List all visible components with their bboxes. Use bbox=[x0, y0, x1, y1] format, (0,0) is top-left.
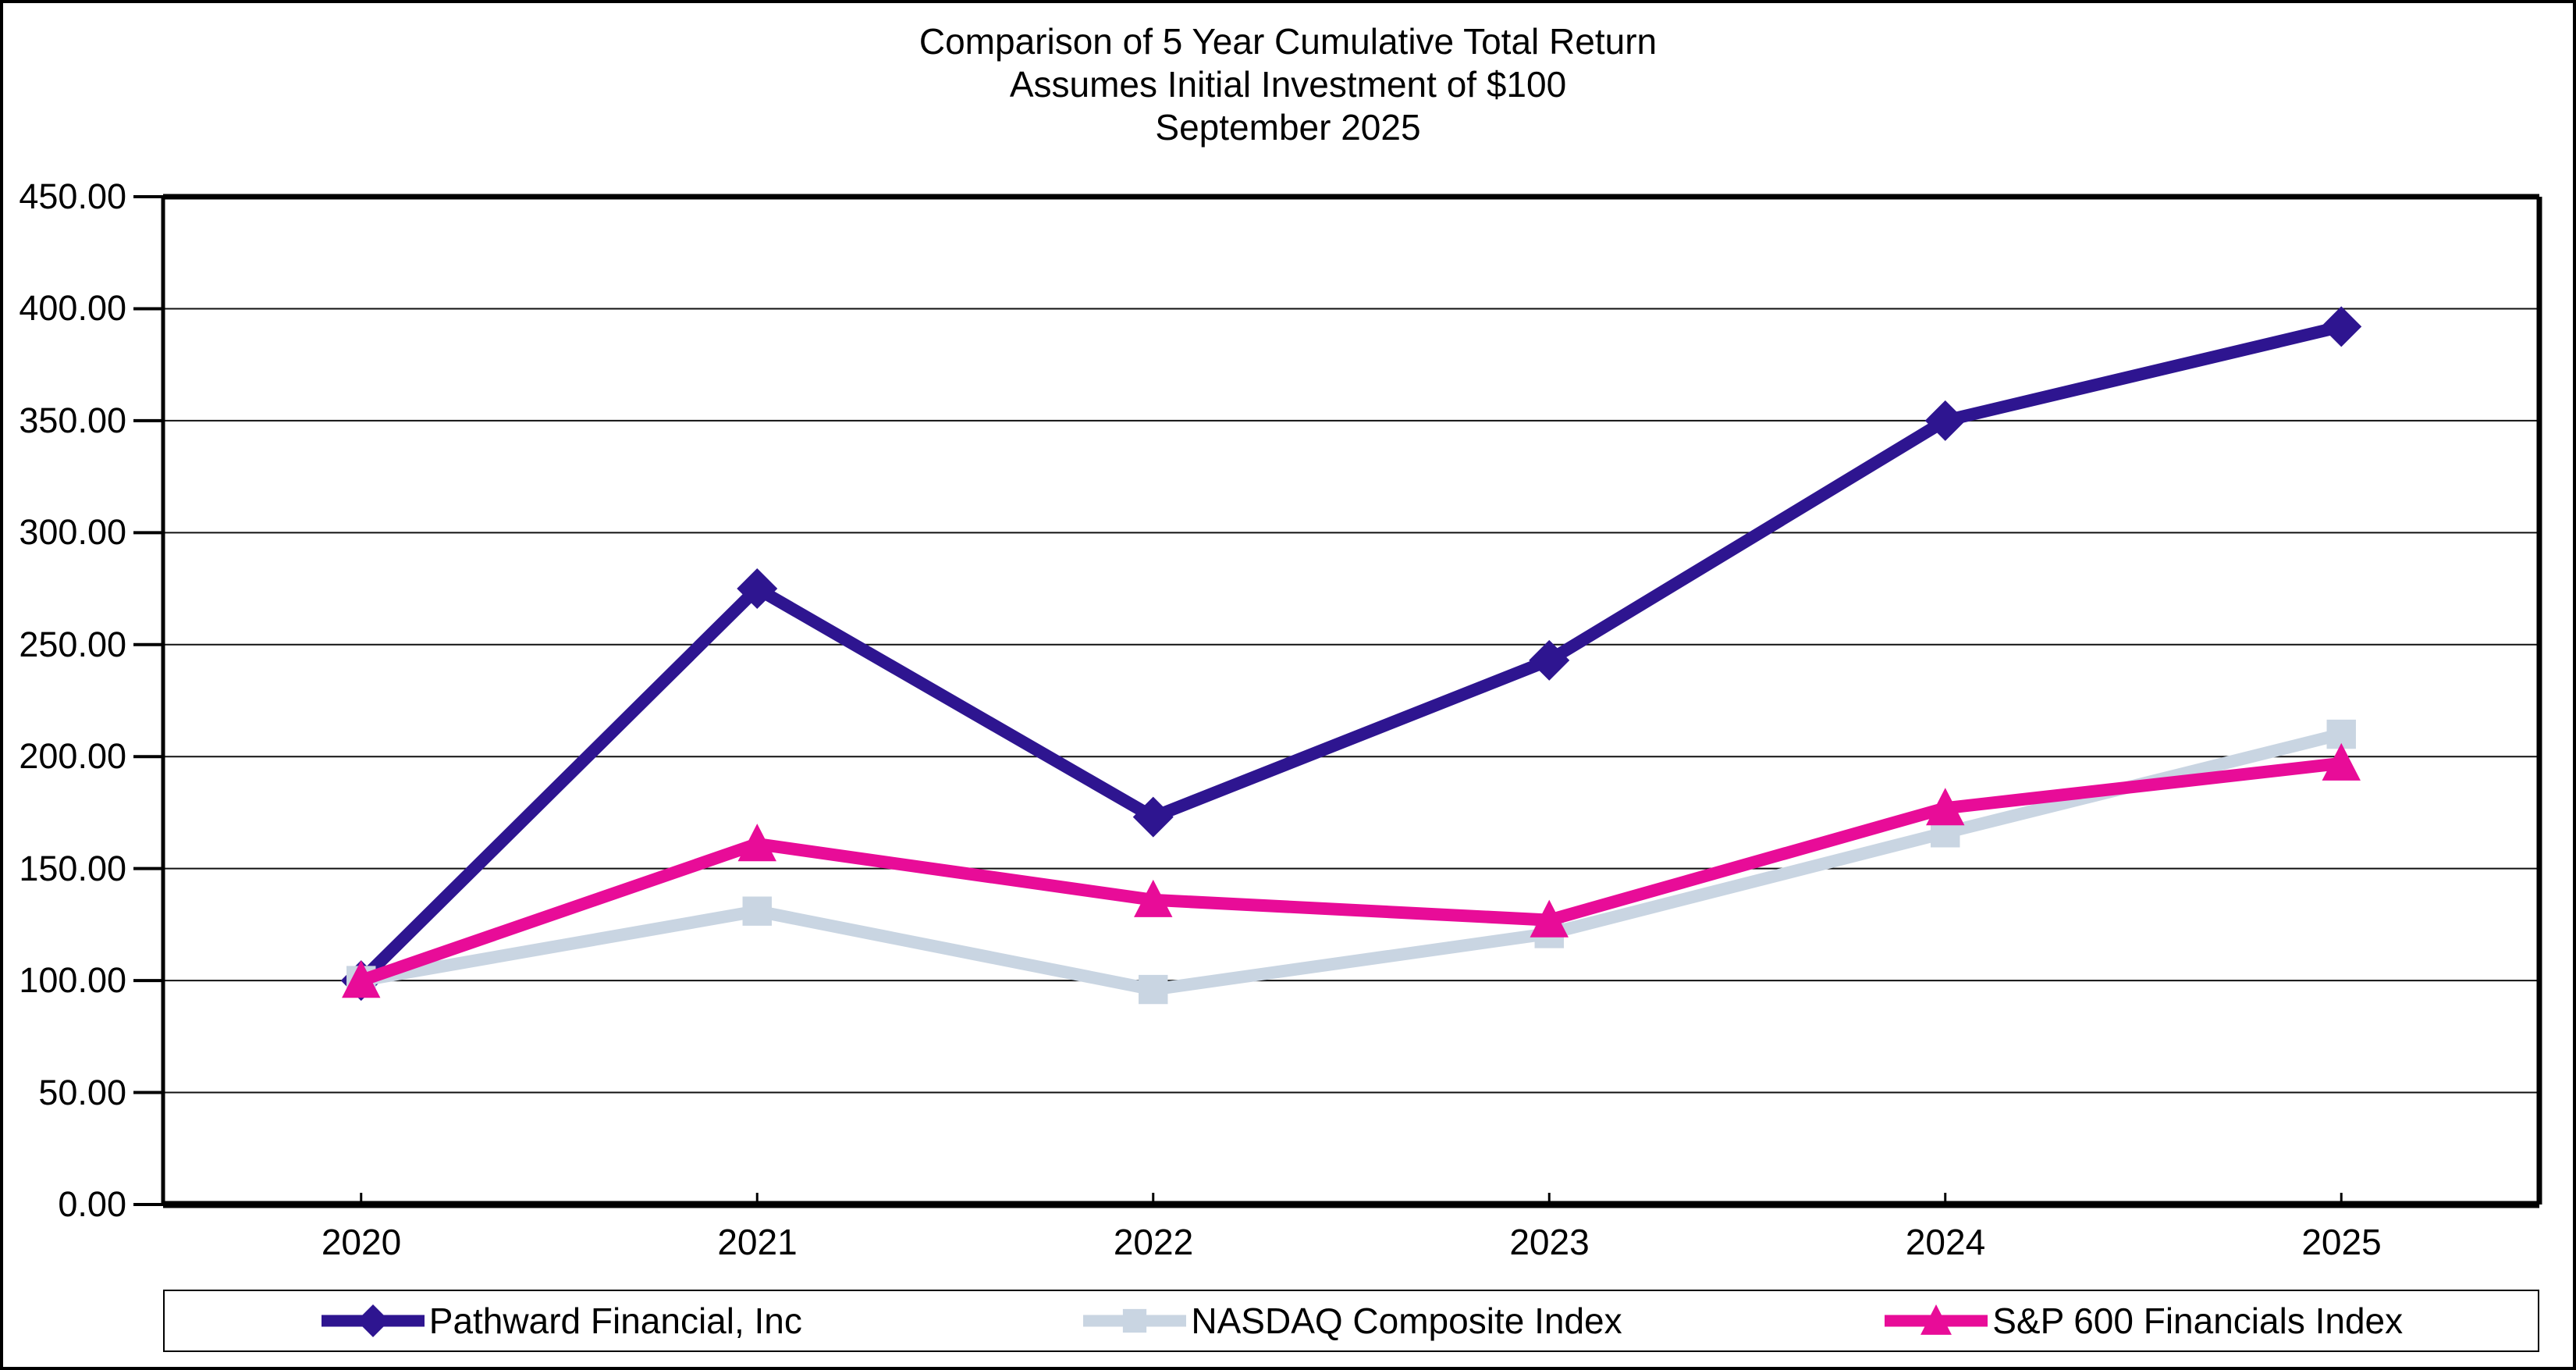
diamond-marker bbox=[1924, 400, 1966, 441]
triangle-marker bbox=[2322, 742, 2361, 781]
y-axis-tick-label: 300.00 bbox=[19, 512, 126, 553]
triangle-marker bbox=[1926, 788, 1965, 826]
y-axis-tick-label: 450.00 bbox=[19, 176, 126, 216]
triangle-marker bbox=[342, 960, 381, 998]
series-line-0 bbox=[357, 320, 2343, 985]
y-axis-tick-label: 400.00 bbox=[19, 288, 126, 329]
series-line-1 bbox=[360, 728, 2343, 996]
chart-title-line3: September 2025 bbox=[1155, 107, 1421, 148]
diamond-marker bbox=[1529, 639, 1570, 681]
series-diamond bbox=[340, 306, 2362, 1002]
square-marker bbox=[1931, 818, 1960, 848]
square-marker bbox=[742, 896, 772, 926]
series-triangle bbox=[342, 742, 2361, 998]
legend-label-nasdaq: NASDAQ Composite Index bbox=[1191, 1301, 1622, 1341]
diamond-marker bbox=[737, 568, 778, 610]
y-axis-tick-label: 200.00 bbox=[19, 736, 126, 777]
diamond-marker bbox=[1132, 796, 1174, 838]
chart-title-line2: Assumes Initial Investment of $100 bbox=[1009, 64, 1567, 105]
x-axis-tick-label: 2025 bbox=[2301, 1222, 2382, 1262]
chart-title: Comparison of 5 Year Cumulative Total Re… bbox=[3, 20, 2573, 149]
legend-item-nasdaq: NASDAQ Composite Index bbox=[956, 1291, 1747, 1350]
legend-label-pathward: Pathward Financial, Inc bbox=[428, 1301, 802, 1341]
legend: Pathward Financial, Inc NASDAQ Composite… bbox=[163, 1290, 2539, 1352]
chart-title-line1: Comparison of 5 Year Cumulative Total Re… bbox=[918, 21, 1658, 62]
legend-label-sp600: S&P 600 Financials Index bbox=[1992, 1301, 2404, 1341]
square-line-icon bbox=[1083, 1308, 1187, 1333]
x-axis-tick-label: 2023 bbox=[1509, 1222, 1590, 1262]
triangle-marker bbox=[1134, 879, 1173, 917]
series-square bbox=[346, 719, 2356, 1005]
triangle-marker bbox=[737, 824, 776, 862]
diamond-marker bbox=[2321, 306, 2362, 347]
y-axis-tick-label: 100.00 bbox=[19, 960, 126, 1001]
x-axis-tick-label: 2024 bbox=[1905, 1222, 1986, 1262]
y-axis-tick-label: 350.00 bbox=[19, 400, 126, 440]
series-line-2 bbox=[359, 756, 2343, 987]
x-axis-tick-label: 2021 bbox=[717, 1222, 798, 1262]
square-marker bbox=[1139, 974, 1168, 1005]
diamond-line-icon bbox=[321, 1304, 425, 1337]
y-axis-tick-label: 250.00 bbox=[19, 624, 126, 664]
triangle-line-icon bbox=[1885, 1304, 1988, 1335]
x-axis-tick-label: 2022 bbox=[1113, 1222, 1194, 1262]
y-axis-tick-label: 50.00 bbox=[38, 1072, 126, 1112]
y-axis-tick-label: 0.00 bbox=[58, 1184, 126, 1224]
legend-square-marker bbox=[1123, 1308, 1147, 1333]
legend-item-sp600: S&P 600 Financials Index bbox=[1746, 1291, 2538, 1350]
legend-triangle-marker bbox=[1920, 1304, 1952, 1335]
square-marker bbox=[2326, 719, 2356, 749]
y-axis-tick-label: 150.00 bbox=[19, 848, 126, 888]
plot-area bbox=[133, 194, 2542, 1208]
legend-item-pathward: Pathward Financial, Inc bbox=[165, 1291, 956, 1350]
x-axis-tick-label: 2020 bbox=[321, 1222, 402, 1262]
triangle-marker bbox=[1530, 899, 1569, 938]
legend-diamond-marker bbox=[356, 1304, 389, 1337]
